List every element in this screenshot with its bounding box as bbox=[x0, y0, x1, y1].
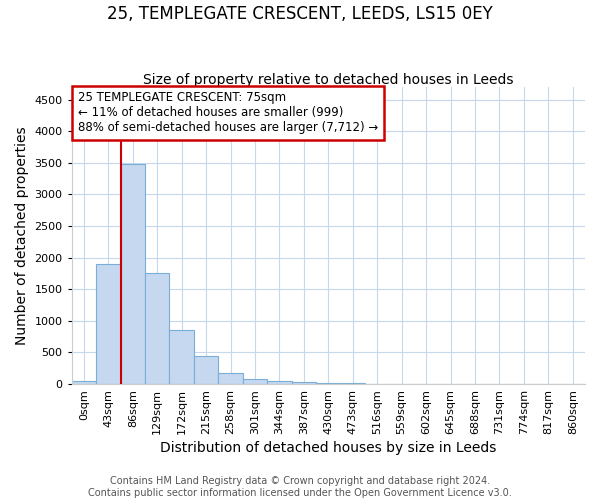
Text: Contains HM Land Registry data © Crown copyright and database right 2024.
Contai: Contains HM Land Registry data © Crown c… bbox=[88, 476, 512, 498]
Bar bbox=[292, 382, 316, 384]
Bar bbox=[243, 379, 267, 384]
Bar bbox=[72, 381, 96, 384]
Bar bbox=[316, 383, 341, 384]
Bar bbox=[194, 356, 218, 384]
Bar bbox=[96, 264, 121, 384]
Bar bbox=[145, 273, 169, 384]
Bar bbox=[121, 164, 145, 384]
Text: 25 TEMPLEGATE CRESCENT: 75sqm
← 11% of detached houses are smaller (999)
88% of : 25 TEMPLEGATE CRESCENT: 75sqm ← 11% of d… bbox=[78, 92, 378, 134]
Text: 25, TEMPLEGATE CRESCENT, LEEDS, LS15 0EY: 25, TEMPLEGATE CRESCENT, LEEDS, LS15 0EY bbox=[107, 5, 493, 23]
Bar bbox=[169, 330, 194, 384]
Y-axis label: Number of detached properties: Number of detached properties bbox=[15, 126, 29, 345]
Bar bbox=[267, 381, 292, 384]
Title: Size of property relative to detached houses in Leeds: Size of property relative to detached ho… bbox=[143, 73, 514, 87]
Bar bbox=[218, 374, 243, 384]
X-axis label: Distribution of detached houses by size in Leeds: Distribution of detached houses by size … bbox=[160, 441, 497, 455]
